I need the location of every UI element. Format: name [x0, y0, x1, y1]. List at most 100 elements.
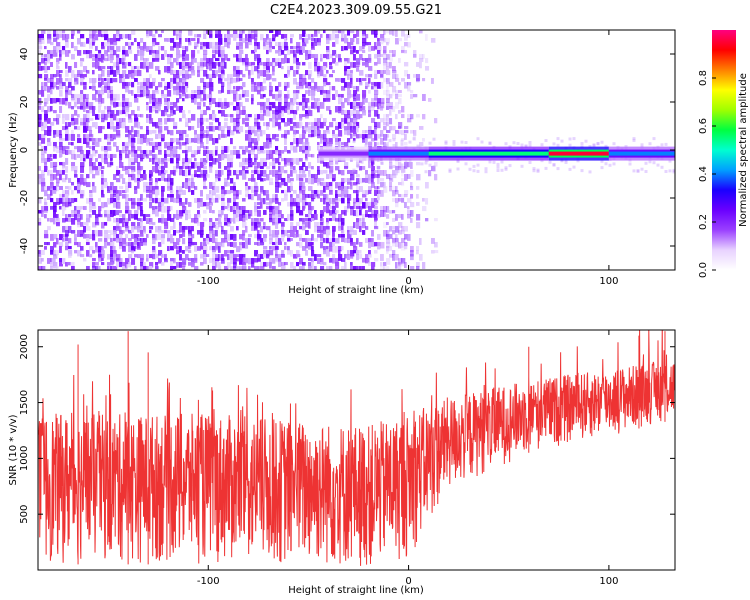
spectrogram-cell [188, 242, 192, 247]
spectrogram-cell [218, 126, 223, 131]
spectrogram-cell [203, 246, 208, 251]
spectrogram-cell [197, 70, 201, 77]
spectrogram-cell [227, 206, 232, 211]
spectrogram-cell [215, 126, 220, 130]
spectrogram-cell [266, 46, 270, 51]
spectrogram-cell [38, 258, 43, 264]
spectrogram-cell [176, 238, 181, 243]
spectrogram-cell [89, 198, 94, 205]
spectrogram-cell [116, 146, 119, 152]
spectrogram-cell [254, 206, 258, 213]
spectrogram-cell [203, 46, 207, 52]
spectrogram-cell [296, 242, 300, 247]
spectrogram-cell [83, 114, 88, 119]
spectrogram-cell [59, 30, 63, 34]
spectrogram-cell [59, 130, 62, 136]
spectrogram-cell [146, 186, 150, 192]
spectrogram-cell [344, 46, 348, 51]
spectrogram-cell [407, 86, 411, 92]
spectrogram-cell [284, 230, 288, 237]
spectrogram-cell [377, 38, 380, 42]
spectrogram-cell [74, 206, 77, 211]
spectrogram-cell [350, 118, 354, 123]
spectrogram-cell [248, 42, 253, 46]
spectrogram-cell [92, 250, 96, 254]
spectrogram-cell [251, 94, 254, 101]
spectrogram-cell [305, 34, 309, 38]
spectrogram-cell [275, 214, 279, 218]
spectrogram-cell [149, 186, 153, 192]
spectrogram-cell [227, 146, 230, 153]
spectrogram-cell [164, 154, 167, 161]
spectrogram-cell [389, 178, 394, 182]
spectrogram-cell [158, 34, 163, 38]
spectrogram-cell [320, 70, 324, 77]
spectrogram-cell [71, 130, 74, 136]
spectrogram-cell [83, 86, 87, 90]
spectrogram-halo-cell [460, 140, 464, 144]
spectrogram-cell [314, 102, 318, 109]
spectrogram-cell [47, 34, 52, 40]
spectrogram-cell [176, 230, 181, 234]
spectrogram-cell [308, 106, 311, 113]
spectrogram-cell [404, 126, 409, 130]
spectrogram-cell [167, 150, 171, 155]
spectrogram-cell [302, 82, 305, 86]
spectrogram-cell [137, 182, 140, 189]
spectrogram-cell [389, 246, 393, 252]
spectrogram-halo-cell [472, 169, 476, 173]
spectrogram-cell [227, 58, 231, 62]
spectrogram-cell [290, 102, 295, 106]
spectrogram-cell [230, 266, 234, 270]
spectrogram-cell [62, 146, 66, 151]
spectrogram-cell [182, 70, 186, 75]
spectrogram-cell [221, 70, 225, 76]
spectrogram-cell [263, 238, 267, 242]
spectrogram-cell [395, 114, 398, 120]
spectrogram-cell [239, 162, 243, 168]
spectrogram-cell [347, 186, 350, 190]
spectrogram-cell [131, 126, 134, 133]
spectrogram-cell [86, 226, 91, 231]
spectrogram-cell [209, 78, 212, 83]
spectrogram-cell [128, 82, 131, 86]
spectrogram-cell [164, 50, 167, 57]
spectrogram-cell [83, 82, 87, 86]
spectrogram-cell [278, 170, 283, 175]
spectrogram-cell [173, 230, 177, 236]
spectrogram-cell [311, 250, 315, 257]
spectrogram-cell [110, 246, 113, 252]
spectrogram-cell [128, 238, 132, 242]
spectrogram-cell [371, 118, 376, 123]
spectrogram-cell [272, 114, 277, 119]
spectrogram-cell [50, 266, 53, 270]
spectrogram-cell [191, 138, 195, 143]
spectrogram-cell [383, 266, 386, 270]
spectrogram-cell [74, 82, 77, 86]
spectrogram-cell [317, 170, 320, 175]
spectrogram-cell [347, 110, 351, 115]
spectrogram-cell [332, 202, 335, 209]
spectrogram-cell [401, 78, 405, 82]
spectrogram-cell [179, 170, 184, 176]
spectrogram-cell [98, 58, 103, 62]
spectrogram-cell [374, 198, 379, 204]
spectrogram-cell [305, 154, 308, 160]
spectrogram-cell [185, 138, 189, 145]
spectrogram-cell [203, 90, 206, 96]
spectrogram-cell [404, 190, 409, 195]
spectrogram-cell [110, 258, 115, 264]
spectrogram-cell [128, 178, 131, 182]
spectrogram-cell [74, 102, 77, 108]
spectrogram-cell [218, 122, 221, 126]
spectrogram-cell [362, 62, 366, 66]
spectrogram-cell [245, 66, 249, 71]
spectrogram-cell [182, 262, 186, 267]
spectrogram-cell [269, 230, 272, 237]
spectrogram-cell [146, 126, 149, 131]
spectrogram-cell [86, 214, 91, 220]
spectrogram-cell [245, 34, 248, 41]
spectrogram-cell [83, 126, 88, 133]
spectrogram-cell [371, 174, 375, 179]
spectrogram-cell [257, 90, 261, 95]
